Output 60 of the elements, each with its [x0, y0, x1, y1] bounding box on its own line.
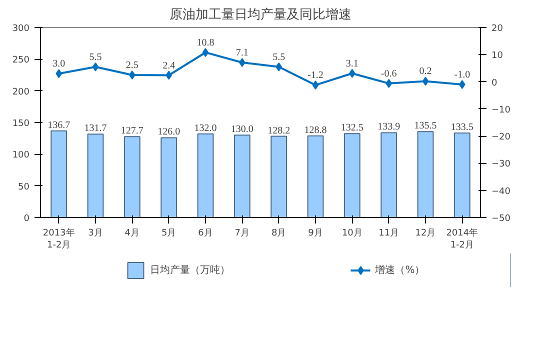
data-label: 132.0 — [194, 122, 217, 134]
data-label: -1.0 — [454, 70, 470, 80]
point — [202, 48, 209, 57]
x-tick-label: 5月 — [161, 228, 176, 238]
data-label: -1.2 — [308, 70, 324, 82]
data-label: 5.5 — [272, 52, 286, 63]
y-tick-label: 50 — [18, 182, 30, 192]
y-tick-label: 0 — [24, 214, 30, 224]
x-tick-label: 4月 — [124, 228, 140, 238]
x-tick-label: 6月 — [198, 228, 213, 238]
y2-tick-label: −50 — [492, 214, 511, 224]
y-tick-label: 250 — [12, 56, 30, 66]
data-label: 0.2 — [419, 66, 432, 78]
y2-tick-label: 20 — [492, 24, 504, 34]
y2-tick-label: −30 — [492, 160, 511, 170]
y2-tick-label: −10 — [492, 105, 511, 116]
point — [422, 76, 429, 86]
data-label: 133.5 — [450, 122, 474, 133]
data-label: 10.8 — [196, 37, 214, 48]
y2-tick-label: −20 — [492, 132, 511, 143]
point — [92, 62, 99, 72]
x-tick-label: 7月 — [234, 228, 250, 238]
point — [459, 80, 466, 89]
y-tick-label: 200 — [12, 87, 30, 98]
data-label: 2.4 — [162, 60, 176, 72]
data-label: 7.1 — [236, 48, 248, 59]
data-label: 3.1 — [346, 58, 358, 70]
data-label: 133.9 — [378, 122, 400, 133]
x-tick-label: 11月 — [378, 228, 400, 238]
chart-title: 原油加工量日均产量及同比增速 — [170, 8, 352, 22]
x-tick-label: 12月 — [415, 228, 436, 238]
data-label: 128.2 — [268, 125, 290, 136]
y-tick-label: 150 — [12, 119, 30, 129]
data-label: -0.6 — [380, 68, 397, 80]
data-label: 2.5 — [126, 60, 138, 71]
data-label: 126.0 — [158, 126, 180, 138]
point — [129, 70, 136, 80]
x-tick-label: 8月 — [271, 228, 286, 238]
y2-tick-label: 0 — [492, 78, 498, 88]
data-label: 127.7 — [120, 126, 144, 137]
data-label: 5.5 — [89, 52, 102, 63]
y2-tick-label: 10 — [492, 51, 504, 62]
point — [312, 80, 319, 90]
data-label: 3.0 — [52, 58, 66, 70]
legend-label: 增速（%） — [375, 264, 425, 277]
x-tick-label: 3月 — [88, 228, 103, 238]
data-label: 130.0 — [230, 124, 254, 136]
data-label: 131.7 — [84, 123, 107, 134]
data-label: 135.5 — [414, 120, 437, 132]
data-label: 136.7 — [48, 120, 70, 131]
y-tick-label: 100 — [12, 150, 30, 161]
x-tick-label: 2014年 1-2月 — [446, 228, 478, 250]
x-tick-label: 10月 — [342, 228, 362, 238]
legend-label: 日均产量（万吨） — [150, 264, 230, 277]
y2-tick-label: −40 — [492, 186, 511, 197]
x-tick-label: 2013年 1-2月 — [42, 228, 75, 250]
x-tick-label: 9月 — [308, 228, 323, 238]
y-tick-label: 300 — [12, 24, 30, 34]
data-label: 132.5 — [340, 122, 364, 134]
data-label: 128.8 — [304, 124, 327, 136]
